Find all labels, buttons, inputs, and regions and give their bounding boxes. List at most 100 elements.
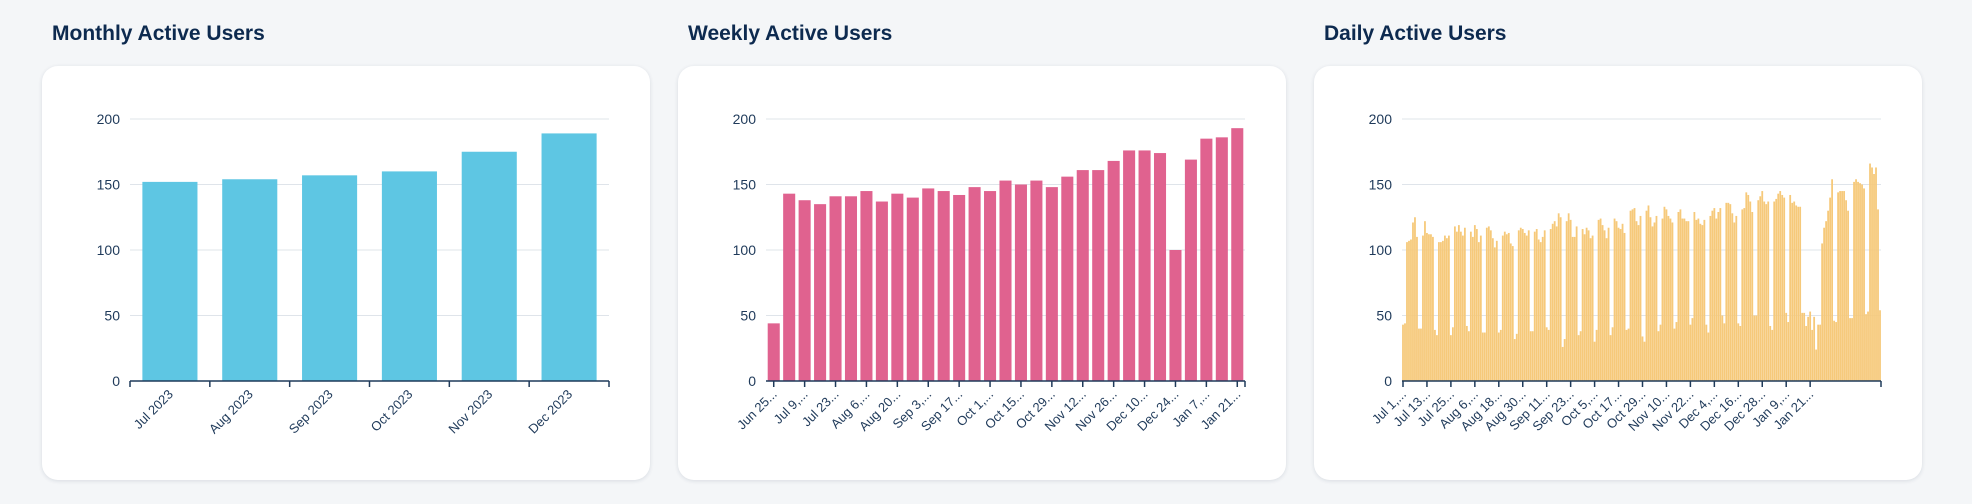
bar [1153, 153, 1167, 381]
bar [1783, 197, 1786, 381]
monthly-panel: Monthly Active Users 0 50 100 150 200 Jul 202… [42, 0, 650, 504]
bar [1014, 184, 1027, 381]
bar [1683, 218, 1686, 381]
bar [1509, 243, 1512, 381]
bar [953, 194, 966, 381]
bar [1451, 327, 1454, 381]
bar [1513, 339, 1516, 381]
bar [1675, 322, 1678, 381]
bar [1747, 194, 1750, 381]
bar [1775, 198, 1778, 381]
bar [1438, 242, 1440, 381]
bar [1527, 230, 1530, 381]
y-tick-label: 200 [1369, 111, 1393, 127]
bar [1442, 240, 1444, 381]
bar [1769, 325, 1772, 381]
bar [1511, 246, 1514, 381]
bar [1823, 227, 1826, 381]
bar [1663, 206, 1666, 381]
bar [1629, 210, 1632, 381]
bar [1533, 231, 1536, 381]
bar [1757, 200, 1760, 381]
bar [1563, 339, 1566, 381]
bar [1601, 225, 1604, 381]
bar [1877, 209, 1879, 381]
bar [222, 179, 278, 381]
bar [937, 191, 950, 381]
bar [1807, 316, 1810, 381]
bar [1475, 229, 1478, 381]
bar [1404, 323, 1406, 381]
bar [1607, 227, 1610, 381]
bar [1879, 310, 1881, 381]
bar [1575, 226, 1578, 381]
bar [1479, 235, 1482, 381]
bar [1699, 223, 1702, 381]
bar [1420, 328, 1422, 381]
bar [1503, 231, 1506, 381]
bar [1495, 240, 1498, 381]
weekly-chart-card: 0 50 100 150 200 Jun 25... Jul 9,... Jul 23... A… [678, 66, 1286, 480]
bar [1555, 226, 1558, 381]
bar [1529, 331, 1532, 381]
bar [1597, 219, 1600, 381]
x-tick-label: Nov 2023 [445, 387, 495, 437]
bar [1537, 239, 1540, 381]
bar [1849, 318, 1851, 381]
bar [1843, 191, 1845, 381]
bar [1851, 318, 1853, 381]
bar [1491, 238, 1494, 381]
bar [1697, 218, 1700, 381]
bar [1092, 170, 1105, 381]
bar [1605, 238, 1608, 381]
bar [1711, 210, 1714, 381]
bar [1635, 221, 1638, 381]
bar [1402, 324, 1404, 381]
bar [1763, 201, 1766, 381]
bar [1655, 215, 1658, 381]
bar [1609, 335, 1612, 381]
bar [1707, 332, 1710, 381]
bar [1639, 215, 1642, 381]
y-tick-label: 150 [733, 177, 757, 193]
bar [1741, 209, 1744, 381]
bar [984, 191, 997, 381]
bar [1553, 221, 1556, 381]
bar [1745, 192, 1748, 381]
y-tick-label: 50 [740, 308, 756, 324]
bar [1557, 213, 1560, 381]
bar [1426, 232, 1428, 381]
bar [1773, 201, 1776, 381]
bar [1499, 329, 1502, 381]
monthly-chart: 0 50 100 150 200 Jul 2023 Aug 2023 Sep 2023 Oct … [97, 111, 610, 437]
bar [1573, 236, 1576, 381]
bar [1061, 176, 1074, 381]
bar [1669, 218, 1672, 381]
bar [1493, 247, 1496, 381]
bar [1184, 159, 1197, 381]
bar [1665, 209, 1668, 381]
bar [1817, 324, 1820, 381]
bar [1687, 221, 1690, 381]
bar [1169, 250, 1182, 381]
bar [1565, 221, 1568, 381]
y-tick-label: 50 [104, 308, 120, 324]
bar [1603, 230, 1606, 381]
bar [1416, 236, 1418, 381]
bar [1549, 229, 1552, 381]
monthly-chart-card: 0 50 100 150 200 Jul 2023 Aug 2023 Sep 2023 Oct … [42, 66, 650, 480]
bar [1797, 206, 1800, 381]
bar [1827, 210, 1830, 381]
bar [1777, 193, 1780, 381]
bar [1645, 210, 1648, 381]
bar [1779, 191, 1782, 381]
y-tick-label: 150 [97, 177, 121, 193]
bar [1408, 240, 1410, 381]
bar [1659, 324, 1662, 381]
bar [1795, 205, 1798, 381]
bar [783, 193, 796, 381]
daily-chart-title: Daily Active Users [1324, 22, 1507, 45]
bar [1725, 202, 1728, 381]
bar [1641, 336, 1644, 381]
